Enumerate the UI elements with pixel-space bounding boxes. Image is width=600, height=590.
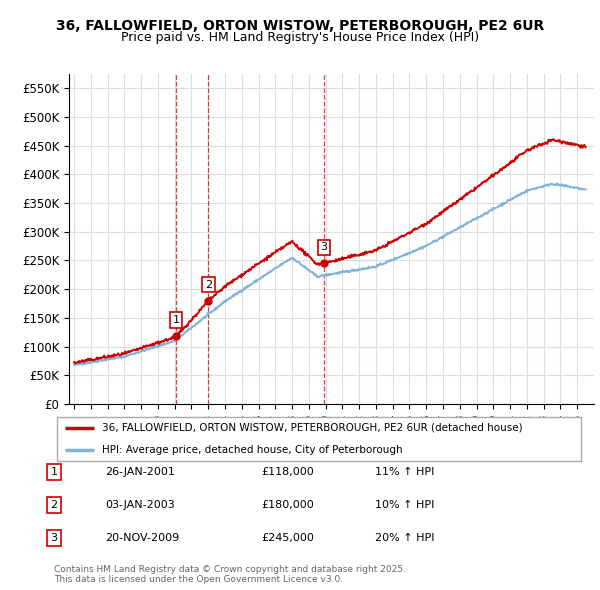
Text: 1: 1 (50, 467, 58, 477)
Text: 36, FALLOWFIELD, ORTON WISTOW, PETERBOROUGH, PE2 6UR: 36, FALLOWFIELD, ORTON WISTOW, PETERBORO… (56, 19, 544, 33)
Text: £180,000: £180,000 (261, 500, 314, 510)
Text: 2: 2 (50, 500, 58, 510)
Text: £118,000: £118,000 (261, 467, 314, 477)
Text: 26-JAN-2001: 26-JAN-2001 (105, 467, 175, 477)
Text: 36, FALLOWFIELD, ORTON WISTOW, PETERBOROUGH, PE2 6UR (detached house): 36, FALLOWFIELD, ORTON WISTOW, PETERBORO… (102, 423, 523, 433)
Text: 03-JAN-2003: 03-JAN-2003 (105, 500, 175, 510)
Text: 2: 2 (205, 280, 212, 290)
FancyBboxPatch shape (56, 417, 581, 461)
Text: 20-NOV-2009: 20-NOV-2009 (105, 533, 179, 543)
Text: £245,000: £245,000 (261, 533, 314, 543)
Text: 10% ↑ HPI: 10% ↑ HPI (375, 500, 434, 510)
Text: 1: 1 (172, 315, 179, 325)
Text: 3: 3 (50, 533, 58, 543)
Text: Contains HM Land Registry data © Crown copyright and database right 2025.
This d: Contains HM Land Registry data © Crown c… (54, 565, 406, 584)
Text: Price paid vs. HM Land Registry's House Price Index (HPI): Price paid vs. HM Land Registry's House … (121, 31, 479, 44)
Text: 3: 3 (320, 242, 328, 253)
Text: HPI: Average price, detached house, City of Peterborough: HPI: Average price, detached house, City… (102, 445, 403, 455)
Text: 11% ↑ HPI: 11% ↑ HPI (375, 467, 434, 477)
Text: 20% ↑ HPI: 20% ↑ HPI (375, 533, 434, 543)
